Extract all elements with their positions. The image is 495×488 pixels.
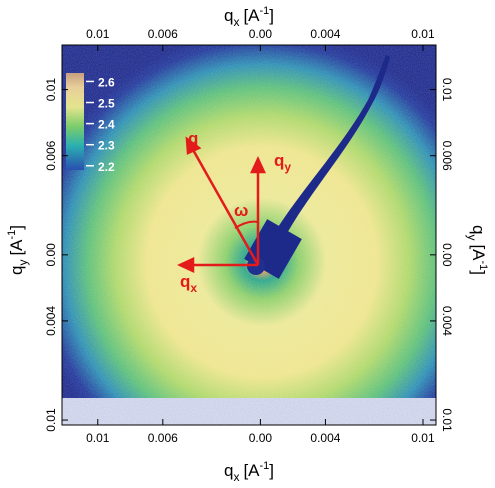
superscript: -1 — [260, 460, 270, 472]
colorbar-tick-label: 2.6 — [98, 75, 115, 89]
y-axis-label: qy [A-1] — [6, 225, 30, 275]
unit: [A — [7, 239, 26, 256]
superscript: -1 — [260, 5, 270, 17]
symbol: q — [224, 6, 233, 25]
bracket: ] — [269, 461, 274, 480]
y-tick-label-right: 0.01 — [440, 408, 454, 432]
colorbar-tick-label: 2.3 — [98, 139, 115, 153]
x-tick-label-top: 0.006 — [148, 27, 178, 41]
x-axis-label: qx [A-1] — [224, 460, 274, 484]
x-tick-label: 0.006 — [148, 431, 178, 445]
y-tick-label-right: 0.01 — [440, 78, 454, 102]
unit: [A — [469, 244, 488, 261]
subscript: x — [233, 470, 239, 484]
plot-frame — [61, 44, 437, 426]
symbol: q — [7, 266, 26, 275]
x-tick-label: 0.01 — [86, 431, 110, 445]
colorbar-tick-label: 2.4 — [98, 118, 115, 132]
subscript: x — [233, 15, 239, 29]
y-tick-label: 0.006 — [44, 140, 58, 170]
bracket: ] — [269, 6, 274, 25]
bracket: ] — [7, 225, 26, 230]
colorbar-tick-label: 2.5 — [98, 97, 115, 111]
qy-label: qy — [274, 151, 291, 174]
scattering-image — [62, 45, 436, 425]
bracket: ] — [469, 270, 488, 275]
colorbar — [66, 73, 84, 170]
x-tick-label-top: 0.00 — [249, 27, 273, 41]
x-tick-label-top: 0.004 — [310, 27, 340, 41]
superscript: -1 — [6, 230, 18, 240]
x-tick-label: 0.00 — [249, 431, 273, 445]
annotations: q qy ω qx — [177, 129, 291, 295]
symbol: q — [274, 151, 284, 170]
x-tick-label: 0.004 — [310, 431, 340, 445]
y-tick-label-right: 0.00 — [440, 243, 454, 267]
y-tick-label: 0.004 — [44, 306, 58, 336]
superscript: -1 — [477, 261, 489, 271]
y-tick-label: 0.01 — [44, 408, 58, 432]
y-tick-label: 0.01 — [44, 78, 58, 102]
x-tick-label-top: 0.01 — [411, 27, 435, 41]
colorbar-tick-label: 2.2 — [98, 160, 115, 174]
subscript: y — [16, 260, 30, 266]
x-tick-label-top: 0.01 — [86, 27, 110, 41]
x-axis-label-top: qx [A-1] — [224, 5, 274, 29]
y-tick-label-right: 0.006 — [440, 141, 454, 171]
y-axis-label-right: qy [A-1] — [465, 225, 489, 275]
unit: [A — [243, 461, 260, 480]
subscript: y — [284, 160, 291, 174]
x-tick-label: 0.01 — [411, 431, 435, 445]
symbol: q — [469, 225, 488, 234]
omega-label: ω — [234, 201, 248, 220]
unit: [A — [243, 6, 260, 25]
y-tick-label: 0.00 — [44, 243, 58, 267]
qx-label: qx — [180, 272, 197, 295]
symbol: q — [224, 461, 233, 480]
symbol: q — [180, 272, 190, 291]
subscript: y — [465, 234, 479, 240]
y-tick-label-right: 0.004 — [440, 306, 454, 336]
q-label: q — [188, 129, 198, 148]
subscript: x — [190, 281, 197, 295]
